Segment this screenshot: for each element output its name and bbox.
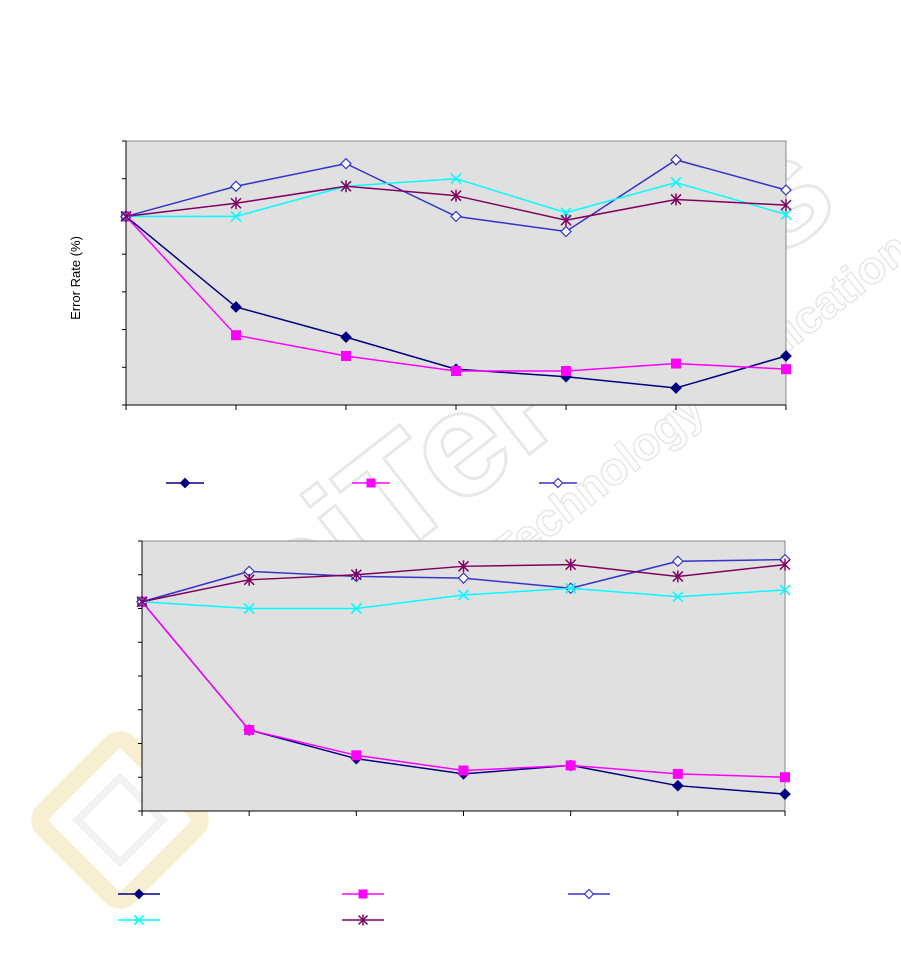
chart-1-series-5-point [560, 214, 572, 227]
chart-2-legend-marker-4 [133, 914, 145, 926]
chart-2-series-5-point [457, 560, 470, 573]
chart-2-series-1-point [671, 779, 684, 792]
chart-2-legend-entry-4 [118, 914, 160, 926]
chart-1-axes [122, 140, 787, 410]
chart-2-series-2-point [351, 750, 362, 761]
chart-1-legend-marker-2 [366, 478, 376, 488]
chart-1-series-5-point [450, 189, 462, 202]
chart-2-series-2-point [244, 725, 255, 735]
chart-2-series-1-point [779, 788, 791, 800]
chart-1-series-4-point [780, 208, 792, 221]
chart-1-series-2-point [341, 350, 351, 361]
chart-2 [118, 540, 791, 926]
chart-1-series-5-point [340, 180, 352, 193]
chart-1-y-axis-label: Error Rate (%) [68, 236, 83, 320]
chart-2-legend [118, 888, 610, 926]
chart-1-series-1-point [780, 350, 792, 362]
chart-2-series-2-point [458, 765, 469, 776]
chart-1-series-1-point [230, 301, 242, 313]
chart-2-series-4-point [350, 602, 362, 615]
chart-2-legend-marker-1 [133, 888, 145, 900]
chart-1-series-5 [120, 180, 792, 227]
chart-2-series-4-point [457, 589, 470, 601]
chart-2-legend-marker-5 [357, 914, 369, 926]
chart-1-series-2-point [671, 358, 681, 369]
chart-2-series-2-point [780, 772, 790, 783]
chart-2-series [136, 553, 791, 800]
chart-2-legend-marker-2 [358, 889, 368, 899]
chart-2-series-4-point [565, 582, 577, 594]
chart-2-series-5-point [565, 558, 577, 571]
chart-1-series-4-point [670, 176, 682, 189]
chart-1-series-2-point [451, 366, 461, 377]
chart-1-series-5-point [230, 197, 242, 210]
chart-1-series-3-point [560, 225, 572, 238]
chart-2-series-5-point [136, 595, 148, 608]
chart-1-legend-entry-1 [166, 477, 204, 489]
chart-1-legend-marker-1 [179, 477, 191, 489]
chart-2-series-4-point [243, 602, 255, 615]
chart-2-legend-entry-5 [342, 914, 384, 926]
chart-1-series-4-point [450, 173, 462, 185]
chart-2-legend-marker-3 [583, 888, 595, 900]
chart-1: Error Rate (%) [68, 140, 792, 489]
chart-1-legend-entry-2 [352, 478, 390, 488]
chart-2-series-2-point [672, 768, 683, 779]
chart-2-series-4 [136, 582, 791, 615]
chart-1-series [120, 154, 792, 394]
chart-1-series-2-point [561, 366, 571, 377]
chart-1-series-1-point [670, 382, 682, 394]
chart-1-series-2-point [781, 364, 791, 375]
chart-2-series-5-point [779, 558, 791, 571]
chart-1-series-3-point [780, 184, 792, 196]
chart-1-series-4-point [230, 210, 242, 222]
chart-1-series-5-point [120, 210, 132, 223]
chart-2-series-2-point [565, 760, 576, 771]
chart-1-series-5-point [780, 199, 792, 212]
chart-1-series-3-point [450, 210, 462, 223]
chart-2-series-5-point [350, 568, 362, 581]
chart-2-series-3-point [671, 555, 684, 568]
chart-2-series-5-point [672, 570, 684, 583]
chart-1-series-1-point [340, 331, 352, 343]
chart-2-series-4-point [779, 584, 791, 596]
chart-2-series-5-point [243, 573, 255, 586]
chart-2-series-3-point [457, 572, 470, 584]
chart-1-series-2 [121, 211, 791, 377]
chart-1-legend-entry-3 [539, 477, 577, 489]
chart-1-series-3-point [230, 180, 242, 193]
chart-2-legend-entry-3 [568, 888, 610, 900]
chart-2-legend-entry-2 [342, 889, 384, 899]
chart-1-legend [166, 477, 577, 489]
chart-2-series-4-point [672, 591, 684, 603]
chart-1-legend-marker-3 [552, 477, 564, 489]
chart-1-series-3-point [670, 154, 682, 166]
chart-2-series-5 [136, 558, 791, 608]
chart-1-series-3-point [340, 157, 352, 170]
chart-1-series-2-point [231, 330, 241, 341]
chart-2-axes [138, 540, 786, 816]
chart-2-legend-entry-1 [118, 888, 160, 900]
chart-1-series-5-point [670, 193, 682, 206]
